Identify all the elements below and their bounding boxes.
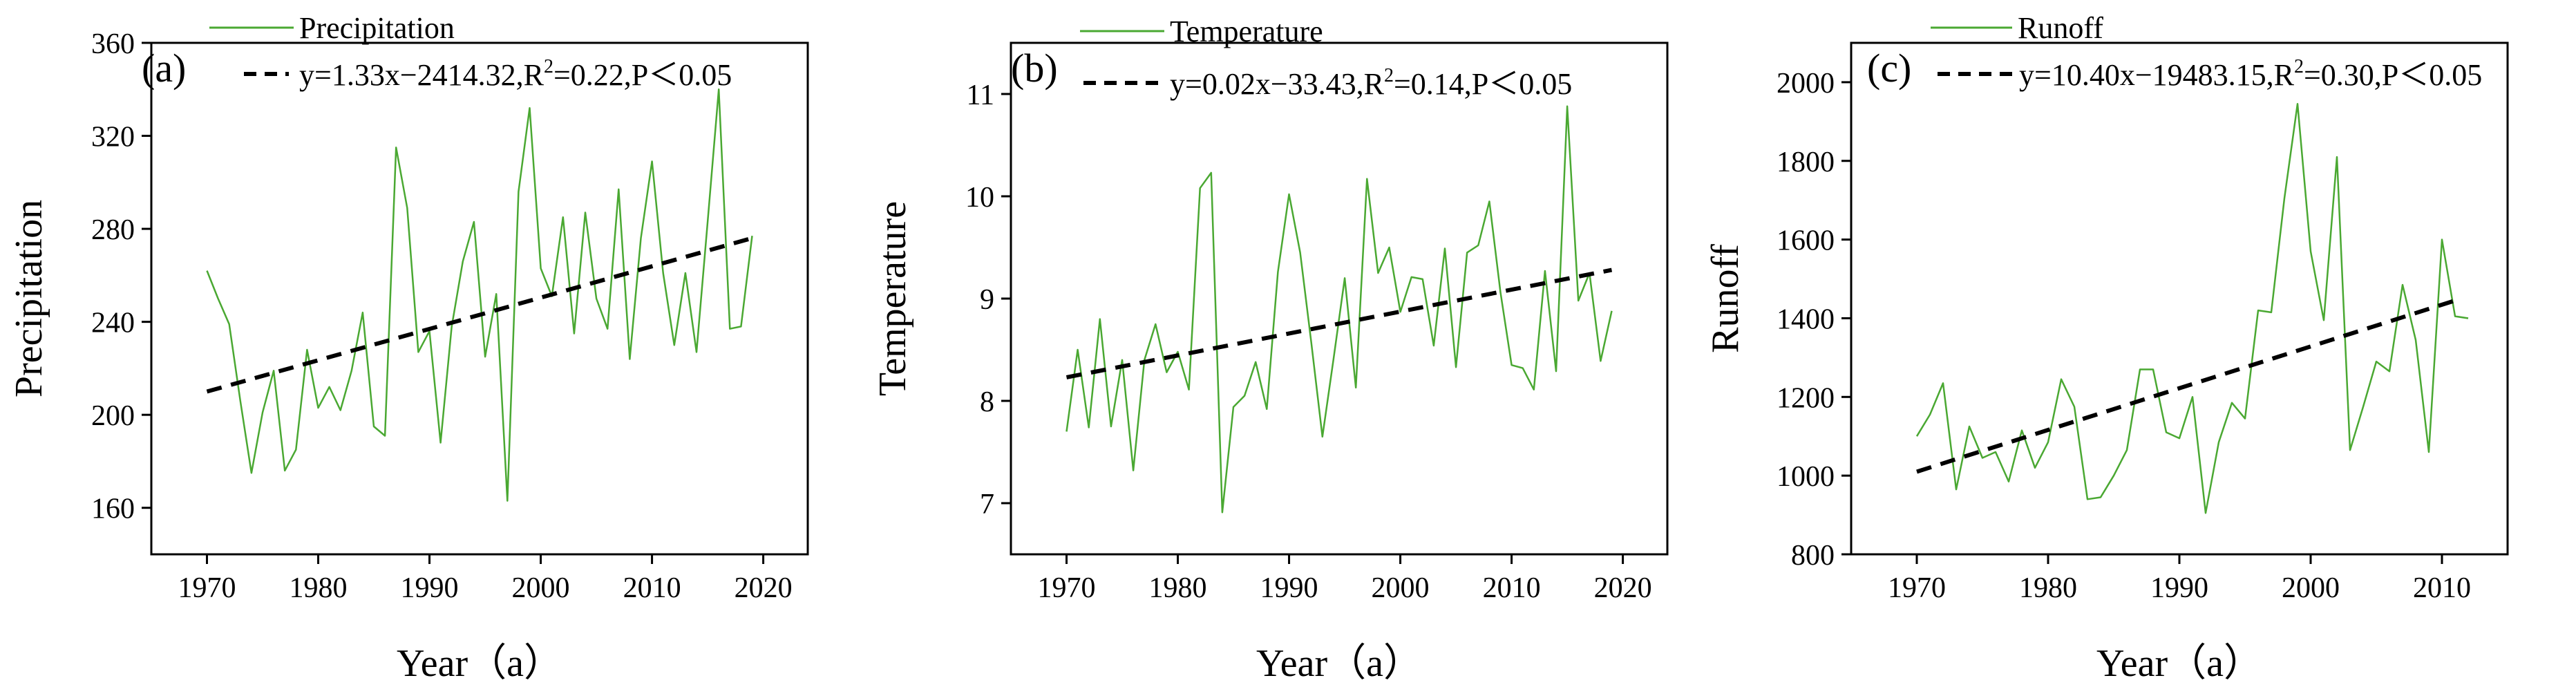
y-tick-label: 1200 <box>1777 382 1835 414</box>
panel-label: (c) <box>1867 46 1911 91</box>
axis-ticks: 1970 1980 1990 2000 2010 800 1000 1200 1400 1600 1… <box>1777 68 2471 604</box>
x-tick-label: 2000 <box>1372 572 1430 604</box>
plot-frame <box>1850 41 2509 556</box>
y-tick-label: 240 <box>91 308 135 339</box>
axis-ticks: 1970 1980 1990 2000 2010 2020 160 200 240 280 320 3… <box>91 28 793 604</box>
precipitation-series-line <box>206 88 753 502</box>
y-tick-label: 1800 <box>1777 147 1835 178</box>
x-tick-label: 2010 <box>2413 572 2471 604</box>
legend-trend-label: y=0.02x−33.43,R2=0.14,P＜0.05 <box>1170 65 1572 101</box>
x-tick-label: 1990 <box>1260 572 1318 604</box>
legend-series-label: Temperature <box>1170 15 1323 48</box>
x-tick-label: 1970 <box>1888 572 1946 604</box>
plot-frame <box>150 41 809 556</box>
panel-label: (a) <box>142 46 186 91</box>
x-tick-label: 1970 <box>1038 572 1096 604</box>
y-tick-label: 2000 <box>1777 68 1835 100</box>
runoff-series-line <box>1915 102 2469 514</box>
y-tick-label: 320 <box>91 122 135 153</box>
x-tick-label: 2020 <box>1594 572 1652 604</box>
panel-b-temperature: 1970 1980 1990 2000 2010 2020 7 8 9 10 11 (b) Temp… <box>871 15 1669 685</box>
y-tick-label: 200 <box>91 400 135 432</box>
legend-trend-label: y=10.40x−19483.15,R2=0.30,P＜0.05 <box>2019 56 2482 92</box>
x-tick-label: 1990 <box>2150 572 2208 604</box>
x-axis-title: Year（a） <box>2096 642 2262 685</box>
x-tick-label: 2010 <box>623 572 681 604</box>
y-tick-label: 800 <box>1791 540 1835 572</box>
precipitation-trend-line <box>206 236 753 394</box>
y-axis-title: Temperature <box>871 201 914 396</box>
y-tick-label: 1000 <box>1777 461 1835 493</box>
y-tick-label: 10 <box>965 182 994 214</box>
x-tick-label: 2010 <box>1483 572 1541 604</box>
panel-c-runoff: 1970 1980 1990 2000 2010 800 1000 1200 1400 1600 1… <box>1704 11 2509 685</box>
y-axis-title: Precipitation <box>8 200 50 397</box>
legend-series-label: Runoff <box>2018 11 2103 45</box>
x-tick-label: 2000 <box>2282 572 2340 604</box>
y-tick-label: 9 <box>980 284 994 316</box>
legend-series-label: Precipitation <box>299 11 455 45</box>
panel-a-precipitation: 1970 1980 1990 2000 2010 2020 160 200 240 280 320 3… <box>8 11 809 685</box>
y-tick-label: 360 <box>91 28 135 60</box>
y-tick-label: 1400 <box>1777 303 1835 335</box>
x-axis-title: Year（a） <box>1256 642 1422 685</box>
y-tick-label: 1600 <box>1777 225 1835 257</box>
y-tick-label: 8 <box>980 386 994 418</box>
temperature-trend-line <box>1066 267 1613 379</box>
plot-frame <box>1010 41 1669 556</box>
x-tick-label: 1990 <box>401 572 459 604</box>
x-axis-title: Year（a） <box>397 642 562 685</box>
y-tick-label: 7 <box>980 489 994 520</box>
temperature-series-line <box>1066 105 1613 514</box>
x-tick-label: 2020 <box>735 572 793 604</box>
x-tick-label: 1970 <box>178 572 236 604</box>
y-axis-title: Runoff <box>1704 244 1747 353</box>
axis-ticks: 1970 1980 1990 2000 2010 2020 7 8 9 10 11 <box>965 79 1652 604</box>
y-tick-label: 11 <box>967 79 994 111</box>
y-tick-label: 160 <box>91 493 135 525</box>
x-tick-label: 1980 <box>290 572 348 604</box>
panel-label: (b) <box>1011 46 1058 91</box>
x-tick-label: 2000 <box>512 572 570 604</box>
y-tick-label: 280 <box>91 214 135 246</box>
legend-trend-label: y=1.33x−2414.32,R2=0.22,P＜0.05 <box>299 56 732 92</box>
runoff-trend-line <box>1916 298 2456 474</box>
x-tick-label: 1980 <box>1149 572 1207 604</box>
x-tick-label: 1980 <box>2019 572 2077 604</box>
